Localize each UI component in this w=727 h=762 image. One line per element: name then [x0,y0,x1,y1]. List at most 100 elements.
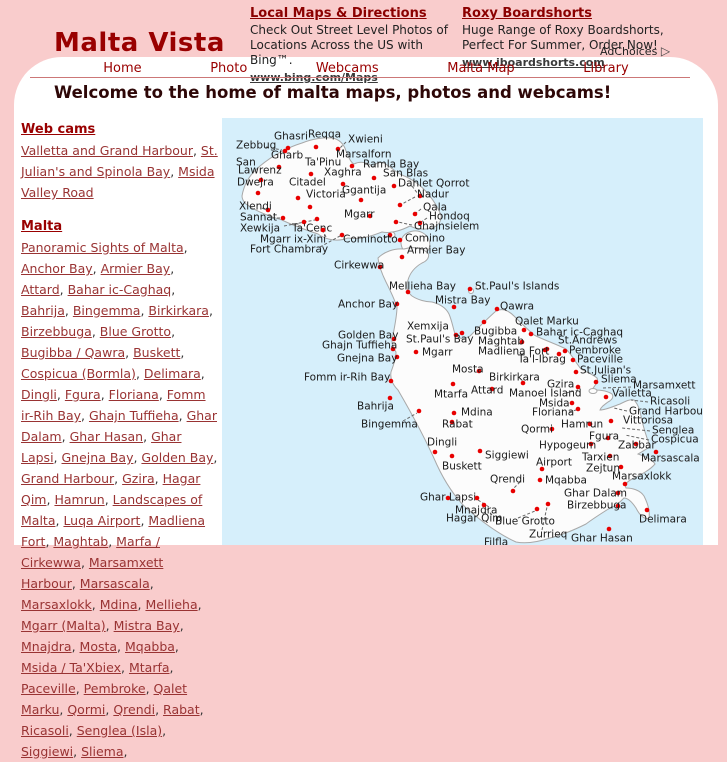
sidebar-link[interactable]: Bahrija [21,303,65,318]
map-dot[interactable] [575,406,581,412]
map-dot[interactable] [313,144,319,150]
sidebar-link[interactable]: Marsascala [79,576,150,591]
sidebar-link[interactable]: Mgarr (Malta) [21,618,106,633]
map-dot[interactable] [569,400,575,406]
map-dot[interactable] [615,490,621,496]
map-dot[interactable] [449,453,455,459]
sidebar-link[interactable]: Qrendi [113,702,156,717]
nav-item-library[interactable]: Library [583,61,629,76]
sidebar-link[interactable]: Qormi [67,702,106,717]
sidebar-link[interactable]: Mellieha [145,597,198,612]
sidebar-link[interactable]: Bahar ic-Caghaq [67,282,172,297]
map-dot[interactable] [510,488,516,494]
sidebar-link[interactable]: Birkirkara [148,303,209,318]
sidebar-link[interactable]: Fomm ir-Rih Bay [21,387,206,423]
map-dot[interactable] [412,211,418,217]
map-dot[interactable] [450,381,456,387]
map-dot[interactable] [285,145,291,151]
map-dot[interactable] [335,146,341,152]
map-dot[interactable] [534,506,540,512]
map-dot[interactable] [573,369,579,375]
map-dot[interactable] [349,163,355,169]
map-dot[interactable] [481,502,487,508]
map-dot[interactable] [549,426,555,432]
map-dot[interactable] [653,449,659,455]
map-dot[interactable] [367,213,373,219]
sidebar-link[interactable]: Ghajn Tuffieha [88,408,179,423]
map-dot[interactable] [397,237,403,243]
sidebar-link[interactable]: Msida / Ta'Xbiex [21,660,122,675]
sidebar-link[interactable]: Sliema [81,744,124,759]
map-dot[interactable] [388,378,394,384]
ad-title-link[interactable]: Roxy Boardshorts [462,6,592,21]
nav-item-photo[interactable]: Photo [210,61,248,76]
map-dot[interactable] [556,351,562,357]
map-dot[interactable] [358,197,364,203]
map-dot[interactable] [528,331,534,337]
map-dot[interactable] [618,464,624,470]
map-dot[interactable] [545,501,551,507]
sidebar-link[interactable]: Floriana [108,387,159,402]
sidebar-link[interactable]: Pembroke [83,681,146,696]
map-dot[interactable] [562,348,568,354]
map-dot[interactable] [301,219,307,225]
map-dot[interactable] [377,264,383,270]
malta-map[interactable]: Zebbug Ghasri Reqqa Xwieni Gharb Ta'Pinu Marsa… [222,118,708,554]
map-dot[interactable] [477,448,483,454]
map-dot[interactable] [539,466,545,472]
map-dot[interactable] [314,216,320,222]
map-dot[interactable] [265,207,271,213]
sidebar-link[interactable]: Anchor Bay [21,261,93,276]
sidebar-link[interactable]: Dingli [21,387,57,402]
map-dot[interactable] [417,193,423,199]
map-dot[interactable] [451,410,457,416]
map-dot[interactable] [282,148,288,154]
sidebar-link[interactable]: Hagar Qim [21,471,201,507]
map-dot[interactable] [394,301,400,307]
map-dot[interactable] [449,419,455,425]
sidebar-link[interactable]: Delimara [143,366,201,381]
map-dot[interactable] [575,384,581,390]
map-dot[interactable] [393,219,399,225]
map-dot[interactable] [405,289,411,295]
map-dot[interactable] [371,175,377,181]
map-dot[interactable] [307,204,313,210]
sidebar-link[interactable]: Rabat [163,702,200,717]
map-dot[interactable] [607,453,613,459]
map-dot[interactable] [570,357,576,363]
map-dot[interactable] [445,495,451,501]
map-dot[interactable] [276,164,282,170]
map-dot[interactable] [542,347,548,353]
map-dot[interactable] [474,495,480,501]
sidebar-link[interactable]: Golden Bay [141,450,214,465]
map-dot[interactable] [521,327,527,333]
map-dot[interactable] [387,232,393,238]
sidebar-link[interactable]: Mqabba [125,639,175,654]
map-dot[interactable] [615,503,621,509]
map-dot[interactable] [416,408,422,414]
sidebar-link[interactable]: Ghar Hasan [69,429,144,444]
map-dot[interactable] [394,354,400,360]
map-dot[interactable] [308,171,314,177]
map-dot[interactable] [593,379,599,385]
map-dot[interactable] [608,418,614,424]
sidebar-link[interactable]: Msida Valley Road [21,164,215,200]
sidebar-link[interactable]: Bingemma [72,303,141,318]
map-dot[interactable] [587,421,593,427]
sidebar-link[interactable]: Gnejna Bay [61,450,134,465]
sidebar-link[interactable]: Armier Bay [100,261,171,276]
map-dot[interactable] [606,526,612,532]
sidebar-link[interactable]: Gzira [122,471,155,486]
nav-item-webcams[interactable]: Webcams [315,61,379,76]
sidebar-link[interactable]: Valletta and Grand Harbour [21,143,193,158]
map-dot[interactable] [459,330,465,336]
map-dot[interactable] [588,441,594,447]
sidebar-link[interactable]: Cospicua (Bormla) [21,366,136,381]
map-dot[interactable] [453,332,459,338]
map-dot[interactable] [537,477,543,483]
map-dot[interactable] [399,254,405,260]
sidebar-link[interactable]: Mistra Bay [113,618,180,633]
map-dot[interactable] [644,507,650,513]
sidebar-link[interactable]: Luqa Airport [63,513,141,528]
sidebar-link[interactable]: Ghar Lapsi [21,429,182,465]
